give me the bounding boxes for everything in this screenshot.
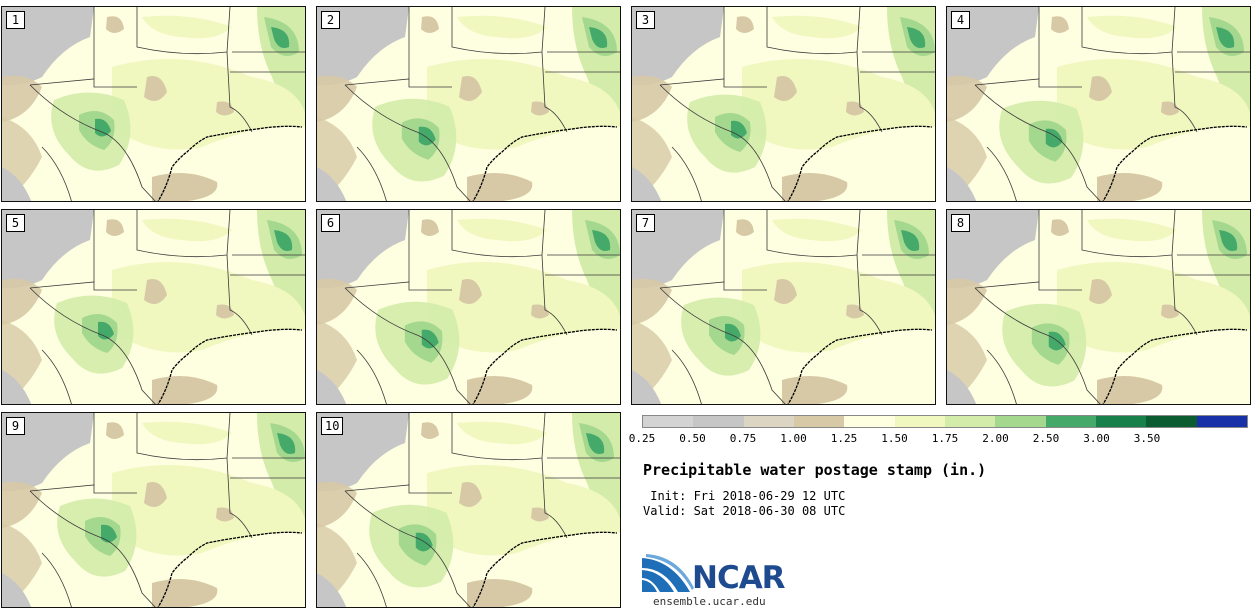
ensemble-member-panel: 7 [631,209,936,405]
map-panel-9 [2,413,305,607]
member-number-label: 5 [6,214,25,232]
ncar-logo-icon [642,554,694,592]
map-panel-1 [2,7,305,201]
map-panel-10 [317,413,620,607]
map-panel-7 [632,210,935,404]
legend-swatch [693,416,744,427]
member-number-label: 10 [321,417,344,435]
member-number-label: 1 [6,11,25,29]
ncar-logo-text: NCAR [692,560,786,596]
legend-swatch [1045,416,1096,427]
legend-tick-label: 3.00 [1083,432,1110,445]
legend-swatch [944,416,996,427]
legend-tick-label: 2.00 [982,432,1009,445]
map-panel-4 [947,7,1250,201]
member-number-label: 3 [636,11,655,29]
map-panel-3 [632,7,935,201]
legend-tick-label: 0.50 [679,432,706,445]
legend-tick-label: 1.25 [830,432,858,445]
map-panel-2 [317,7,620,201]
legend-tick-label: 1.50 [881,432,908,445]
ensemble-member-panel: 3 [631,6,936,202]
ensemble-member-panel: 10 [316,412,621,608]
legend-swatch [1196,416,1247,427]
legend-swatch [844,416,895,427]
legend-tick-label: 0.25 [628,432,656,445]
legend-swatch [1095,416,1147,427]
member-number-label: 8 [951,214,970,232]
ensemble-member-panel: 1 [1,6,306,202]
legend-swatch [743,416,794,427]
map-panel-5 [2,210,305,404]
legend-tick-label: 1.75 [931,432,959,445]
legend-tick-label: 2.50 [1032,432,1060,445]
ensemble-member-panel: 9 [1,412,306,608]
time-info: Init: Fri 2018-06-29 12 UTC Valid: Sat 2… [643,489,845,519]
legend-ticks: 0.25 0.50 0.75 1.00 1.25 1.50 1.75 2.00 2.50 3.00… [629,432,1248,446]
ensemble-member-panel: 4 [946,6,1251,202]
member-number-label: 2 [321,11,340,29]
ensemble-member-panel: 5 [1,209,306,405]
member-number-label: 7 [636,214,655,232]
map-panel-6 [317,210,620,404]
init-time: Init: Fri 2018-06-29 12 UTC [643,489,846,503]
member-number-label: 9 [6,417,25,435]
legend-swatch [894,416,945,427]
legend-swatch [995,416,1046,427]
product-title: Precipitable water postage stamp (in.) [643,461,987,479]
legend-tick-label: 3.50 [1133,432,1161,445]
legend-swatch [793,416,845,427]
color-legend [642,415,1248,428]
valid-time: Valid: Sat 2018-06-30 08 UTC [643,504,846,518]
ensemble-member-panel: 2 [316,6,621,202]
legend-swatch [1146,416,1197,427]
member-number-label: 4 [951,11,970,29]
member-number-label: 6 [321,214,340,232]
site-url: ensemble.ucar.edu [653,595,766,608]
legend-tick-label: 0.75 [729,432,757,445]
legend-swatch [643,416,694,427]
ensemble-member-panel: 6 [316,209,621,405]
legend-tick-label: 1.00 [780,432,807,445]
map-panel-8 [947,210,1250,404]
ensemble-member-panel: 8 [946,209,1251,405]
